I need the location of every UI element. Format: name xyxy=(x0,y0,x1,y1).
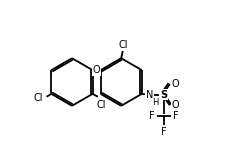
Text: O: O xyxy=(93,65,100,75)
Text: F: F xyxy=(173,111,178,121)
Text: N: N xyxy=(146,90,153,100)
Text: F: F xyxy=(149,111,154,121)
Text: O: O xyxy=(172,79,179,89)
Text: O: O xyxy=(172,100,179,110)
Text: Cl: Cl xyxy=(118,40,128,50)
Text: H: H xyxy=(152,98,158,107)
Text: Cl: Cl xyxy=(33,93,43,103)
Text: S: S xyxy=(160,90,167,100)
Text: F: F xyxy=(161,127,166,137)
Text: Cl: Cl xyxy=(96,100,106,110)
